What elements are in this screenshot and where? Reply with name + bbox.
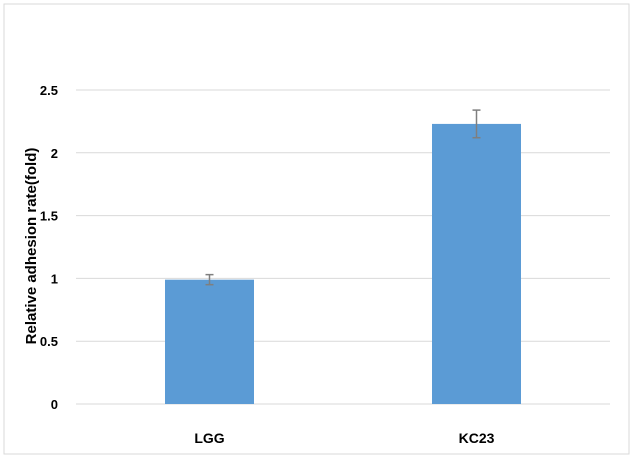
- y-tick-label: 0.5: [40, 334, 58, 349]
- bar: [432, 123, 521, 405]
- error-bars: [205, 109, 481, 286]
- error-bar: [205, 273, 214, 286]
- error-bar: [472, 109, 481, 139]
- bars: [165, 123, 521, 405]
- chart-border: [3, 3, 630, 455]
- bar: [165, 279, 254, 404]
- x-category-label: KC23: [459, 430, 495, 446]
- y-tick-label: 1: [51, 271, 58, 286]
- x-category-label: LGG: [194, 430, 224, 446]
- y-tick-label: 1.5: [40, 209, 58, 224]
- y-tick-label: 2.5: [40, 83, 58, 98]
- y-tick-label: 2: [51, 146, 58, 161]
- x-category-labels: LGG KC23: [194, 430, 494, 446]
- y-tick-labels: 0 0.5 1 1.5 2 2.5: [40, 83, 58, 412]
- y-tick-label: 0: [51, 397, 58, 412]
- y-axis-title: Relative adhesion rate(fold): [23, 148, 40, 345]
